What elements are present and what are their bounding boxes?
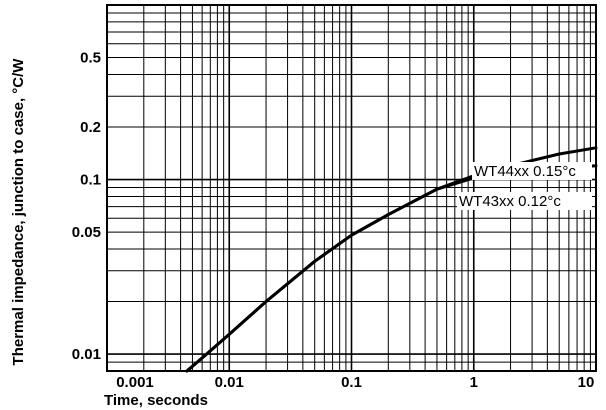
y-tick-label: 0.2 bbox=[80, 119, 101, 136]
y-tick-label: 0.5 bbox=[80, 50, 101, 67]
y-tick-label: 0.01 bbox=[72, 346, 101, 363]
x-axis-title: Time, seconds bbox=[104, 392, 208, 409]
series-label-2: WT43xx 0.12°c bbox=[459, 193, 561, 210]
grid bbox=[106, 4, 597, 372]
x-tick-label: 10 bbox=[578, 374, 595, 391]
series-label-bg bbox=[472, 162, 592, 180]
y-axis-title: Thermal impedance, junction to case, °C/… bbox=[10, 58, 27, 366]
series-label-1: WT44xx 0.15°c bbox=[474, 163, 576, 180]
x-tick-label: 0.001 bbox=[116, 374, 154, 391]
y-tick-label: 0.1 bbox=[80, 172, 101, 189]
x-tick-label: 0.1 bbox=[341, 374, 362, 391]
series-labels: WT44xx 0.15°c WT43xx 0.12°c bbox=[457, 162, 592, 210]
plot-frame bbox=[106, 4, 597, 372]
series-label-bg bbox=[457, 192, 592, 210]
tick-labels: 0.001 0.01 0.1 1 10 0.01 0.05 0.1 0.2 0.5 bbox=[72, 50, 595, 391]
x-tick-label: 1 bbox=[470, 374, 478, 391]
x-tick-label: 0.01 bbox=[215, 374, 244, 391]
series-lines bbox=[185, 146, 598, 373]
y-tick-label: 0.05 bbox=[72, 224, 101, 241]
series-line-1 bbox=[185, 146, 598, 373]
